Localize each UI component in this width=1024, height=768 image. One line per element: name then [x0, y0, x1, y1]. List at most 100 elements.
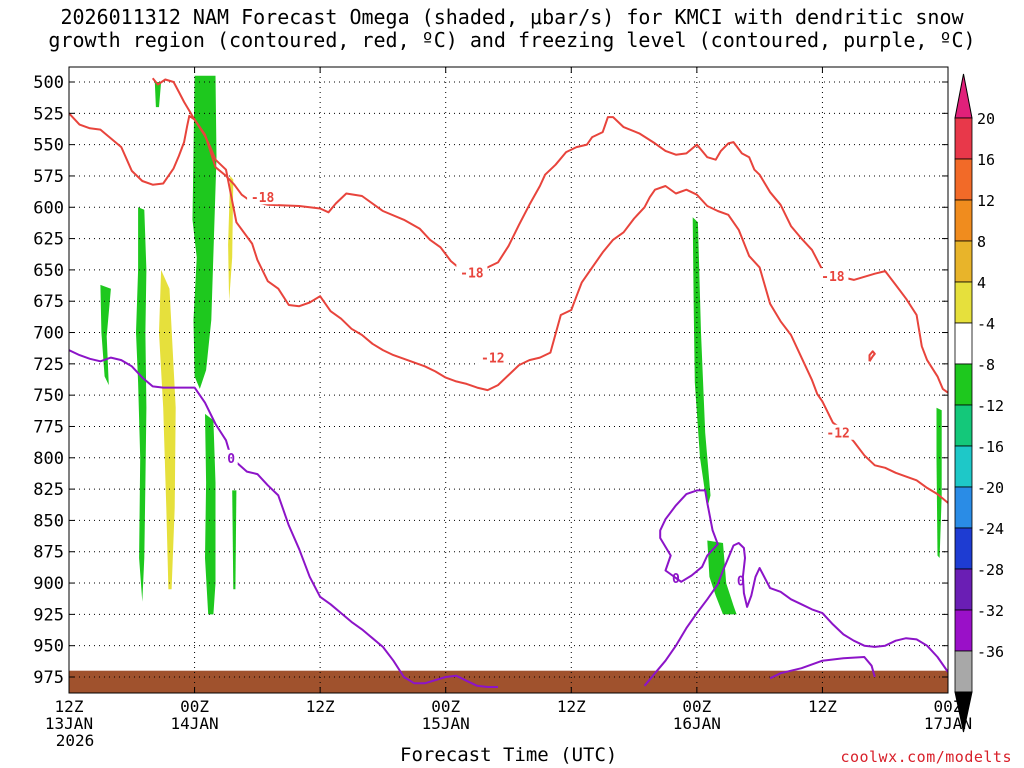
contour-label-dgz-minus18-2: -18	[821, 270, 845, 285]
contour-freezing-level-c	[659, 489, 719, 583]
colorbar-bottom-cap	[954, 691, 973, 733]
colorbar-label-6: -8	[977, 356, 995, 374]
y-tick-label-975: 975	[33, 668, 64, 688]
colorbar-swatch-1	[954, 158, 973, 201]
omega-shade-6	[692, 217, 711, 508]
y-tick-label-800: 800	[33, 449, 64, 469]
contour-label-dgz-minus12-1: -12	[826, 427, 849, 442]
colorbar-swatch-11	[954, 568, 973, 611]
y-tick-label-525: 525	[33, 104, 64, 124]
colorbar-swatch-9	[954, 486, 973, 529]
colorbar-swatch-3	[954, 240, 973, 283]
colorbar-swatch-6	[954, 363, 973, 406]
contour-dgz-minus12	[151, 77, 948, 504]
contour-label-freezing-level-2: 0	[737, 575, 745, 590]
x-tick-label-48-1: 12Z	[557, 697, 586, 716]
x-tick-label-0-2: 13JAN	[45, 714, 93, 733]
colorbar-swatch-10	[954, 527, 973, 570]
colorbar-swatch-13	[954, 650, 973, 693]
x-tick-label-12-2: 14JAN	[170, 714, 218, 733]
colorbar-swatch-0	[954, 117, 973, 160]
contour-label-dgz-minus18-1: -18	[460, 266, 484, 281]
colorbar-swatch-8	[954, 445, 973, 488]
y-tick-label-625: 625	[33, 230, 64, 250]
omega-shade-4	[205, 413, 216, 615]
contour-freezing-level	[69, 349, 498, 688]
colorbar-label-13: -36	[977, 643, 1004, 661]
y-tick-label-825: 825	[33, 480, 64, 500]
contour-label-freezing-level-0: 0	[227, 452, 235, 467]
contour-label-bg-dgz-minus18-0	[247, 189, 279, 205]
contour-freezing-level-d	[769, 656, 876, 680]
colorbar-swatch-5	[954, 322, 973, 365]
y-tick-label-900: 900	[33, 574, 64, 594]
y-tick-label-925: 925	[33, 605, 64, 625]
colorbar-top-cap	[954, 73, 973, 119]
contour-label-dgz-minus18-0: -18	[251, 191, 275, 206]
y-tick-label-875: 875	[33, 543, 64, 563]
colorbar-swatch-7	[954, 404, 973, 447]
contour-label-bg-freezing-level-0	[224, 449, 238, 465]
contour-freezing-level-b	[643, 542, 948, 687]
colorbar-label-9: -20	[977, 479, 1004, 497]
colorbar-label-3: 8	[977, 233, 986, 251]
colorbar-label-7: -12	[977, 397, 1004, 415]
y-tick-label-950: 950	[33, 637, 64, 657]
y-tick-label-500: 500	[33, 73, 64, 93]
colorbar-swatch-4	[954, 281, 973, 324]
colorbar-label-10: -24	[977, 520, 1004, 538]
y-tick-label-575: 575	[33, 167, 64, 187]
y-tick-label-850: 850	[33, 511, 64, 531]
contour-layer: -18 -18 -18 -12 -12 0 0 0	[69, 77, 948, 688]
x-tick-label-72-1: 12Z	[808, 697, 837, 716]
colorbar-label-2: 12	[977, 192, 995, 210]
omega-shade-5	[232, 490, 237, 590]
contour-label-bg-dgz-minus18-2	[817, 268, 849, 284]
x-tick-label-36-1: 00Z	[431, 697, 460, 716]
contour-label-bg-dgz-minus12-0	[477, 349, 509, 365]
x-tick-label-12-1: 00Z	[180, 697, 209, 716]
colorbar-label-4: 4	[977, 274, 986, 292]
y-tick-label-775: 775	[33, 417, 64, 437]
plot-frame	[68, 66, 949, 694]
chart-title-line-2: growth region (contoured, red, ºC) and f…	[48, 28, 976, 52]
terrain-ground	[69, 670, 948, 693]
omega-shading-layer	[100, 75, 942, 615]
y-tick-label-675: 675	[33, 292, 64, 312]
omega-shade-8	[936, 407, 942, 558]
omega-shade-2	[154, 82, 162, 108]
omega-shade-9	[159, 269, 176, 590]
credit-link[interactable]: coolwx.com/modelts	[840, 748, 1012, 766]
contour-label-freezing-level-1: 0	[672, 572, 680, 587]
x-axis-title: Forecast Time (UTC)	[400, 744, 618, 766]
y-tick-label-650: 650	[33, 261, 64, 281]
x-tick-label-24-1: 12Z	[306, 697, 335, 716]
colorbar-label-1: 16	[977, 151, 995, 169]
x-tick-label-36-2: 15JAN	[422, 714, 470, 733]
x-tick-label-60-1: 00Z	[682, 697, 711, 716]
y-tick-label-550: 550	[33, 136, 64, 156]
y-tick-label-600: 600	[33, 198, 64, 218]
chart-title-line-1: 2026011312 NAM Forecast Omega (shaded, μ…	[60, 5, 964, 29]
omega-shade-0	[100, 284, 111, 386]
colorbar-label-8: -16	[977, 438, 1004, 456]
y-tick-label-725: 725	[33, 355, 64, 375]
contour-label-dgz-minus12-0: -12	[481, 352, 504, 367]
x-tick-label-0-3: 2026	[56, 731, 95, 750]
colorbar-label-0: 20	[977, 110, 995, 128]
contour-label-bg-dgz-minus18-1	[456, 264, 488, 280]
y-tick-label-750: 750	[33, 386, 64, 406]
x-tick-label-84-1: 00Z	[934, 697, 963, 716]
contour-dgz-closed	[868, 350, 876, 362]
colorbar-label-11: -28	[977, 561, 1004, 579]
chart-title: 2026011312 NAM Forecast Omega (shaded, μ…	[0, 6, 1024, 52]
contour-label-bg-dgz-minus12-1	[822, 424, 854, 440]
omega-shade-7	[707, 540, 737, 615]
omega-shade-1	[136, 207, 147, 602]
x-tick-label-84-2: 17JAN	[924, 714, 972, 733]
colorbar: 20 16 12 8 4 -4 -8 -12 -16 -20 -24 -28 -32 -36	[954, 73, 1004, 733]
y-tick-label-700: 700	[33, 324, 64, 344]
colorbar-label-5: -4	[977, 315, 995, 333]
colorbar-label-12: -32	[977, 602, 1004, 620]
